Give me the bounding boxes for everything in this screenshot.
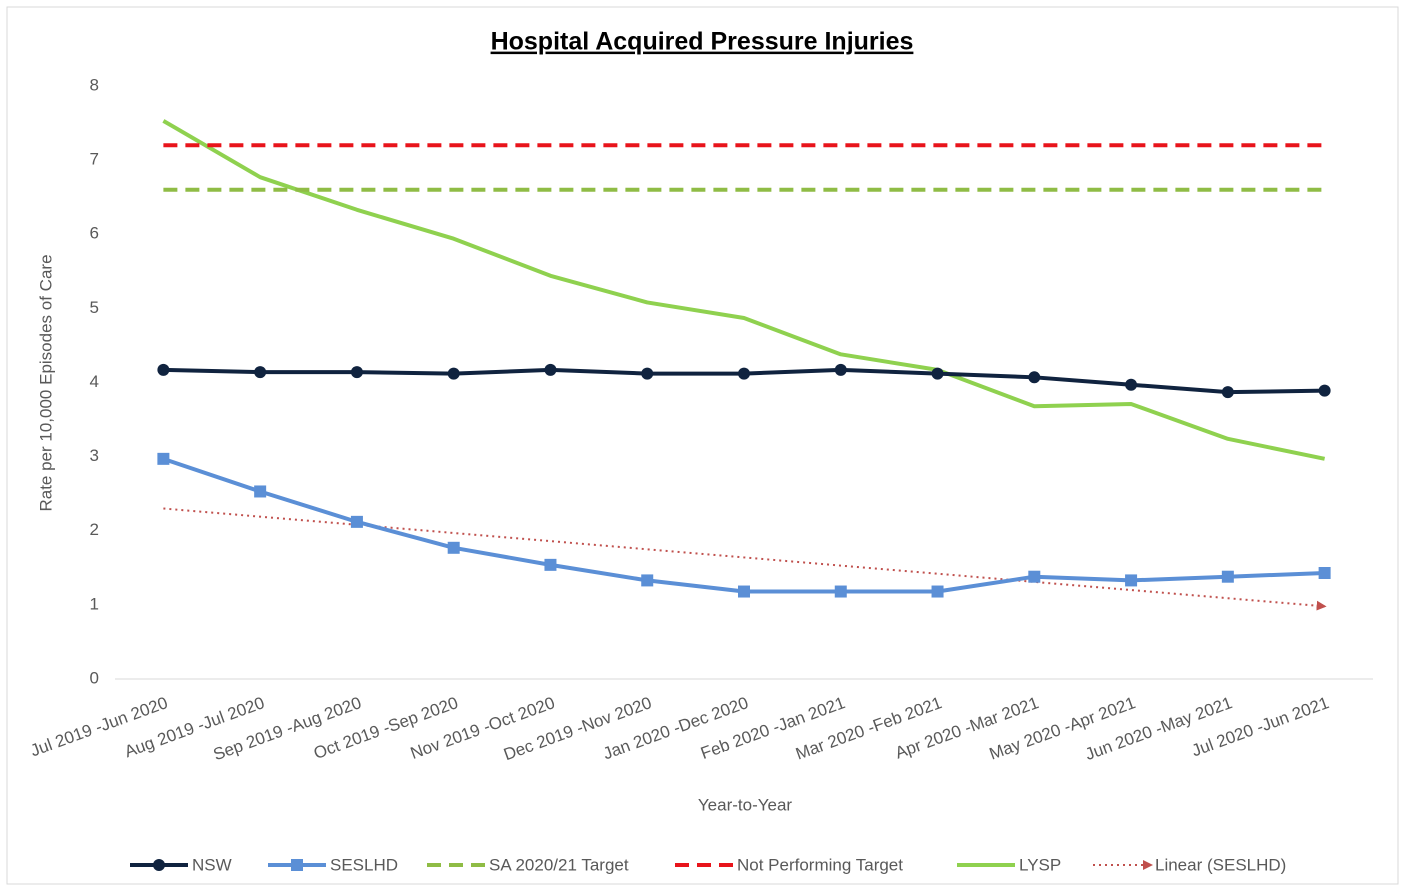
data-point (1221, 570, 1234, 583)
data-point (350, 366, 363, 379)
data-point (834, 363, 847, 376)
y-tick-label: 8 (90, 75, 99, 94)
y-tick-label: 4 (90, 372, 99, 391)
data-point (1125, 378, 1138, 391)
series-line (162, 119, 1326, 461)
data-point (1028, 371, 1041, 384)
y-tick-label: 1 (90, 594, 99, 613)
y-tick-label: 3 (90, 446, 99, 465)
data-point (157, 452, 170, 465)
legend-label: LYSP (1019, 855, 1061, 874)
data-point (1125, 574, 1138, 587)
data-point (1221, 386, 1234, 399)
data-point (254, 366, 267, 379)
y-tick-label: 7 (90, 150, 99, 169)
data-point (1028, 570, 1041, 583)
data-point (447, 541, 460, 554)
y-tick-label: 2 (90, 520, 99, 539)
data-point (1318, 384, 1331, 397)
chart-border (6, 6, 1399, 885)
data-point (641, 367, 654, 380)
legend-label: Not Performing Target (737, 855, 903, 874)
data-point (931, 585, 944, 598)
chart-title: Hospital Acquired Pressure Injuries (491, 28, 914, 56)
y-axis-label: Rate per 10,000 Episodes of Care (36, 254, 55, 511)
legend-marker (291, 859, 303, 871)
legend-label: Linear (SESLHD) (1155, 855, 1286, 874)
data-point (254, 485, 267, 498)
y-tick-label: 0 (90, 668, 99, 687)
data-point (834, 585, 847, 598)
legend-marker (153, 859, 165, 871)
data-point (447, 367, 460, 380)
data-point (157, 363, 170, 376)
y-tick-label: 6 (90, 224, 99, 243)
series-line (163, 507, 1327, 611)
data-point (641, 574, 654, 587)
data-point (931, 367, 944, 380)
data-point (1318, 567, 1331, 580)
data-point (738, 585, 750, 598)
legend-label: NSW (192, 855, 232, 874)
x-axis-label: Year-to-Year (698, 795, 793, 814)
data-point (544, 558, 557, 571)
legend-label: SESLHD (330, 855, 398, 874)
y-tick-label: 5 (90, 298, 99, 317)
data-point (350, 515, 363, 528)
legend-label: SA 2020/21 Target (489, 855, 629, 874)
data-point (544, 363, 557, 376)
data-point (738, 367, 750, 380)
